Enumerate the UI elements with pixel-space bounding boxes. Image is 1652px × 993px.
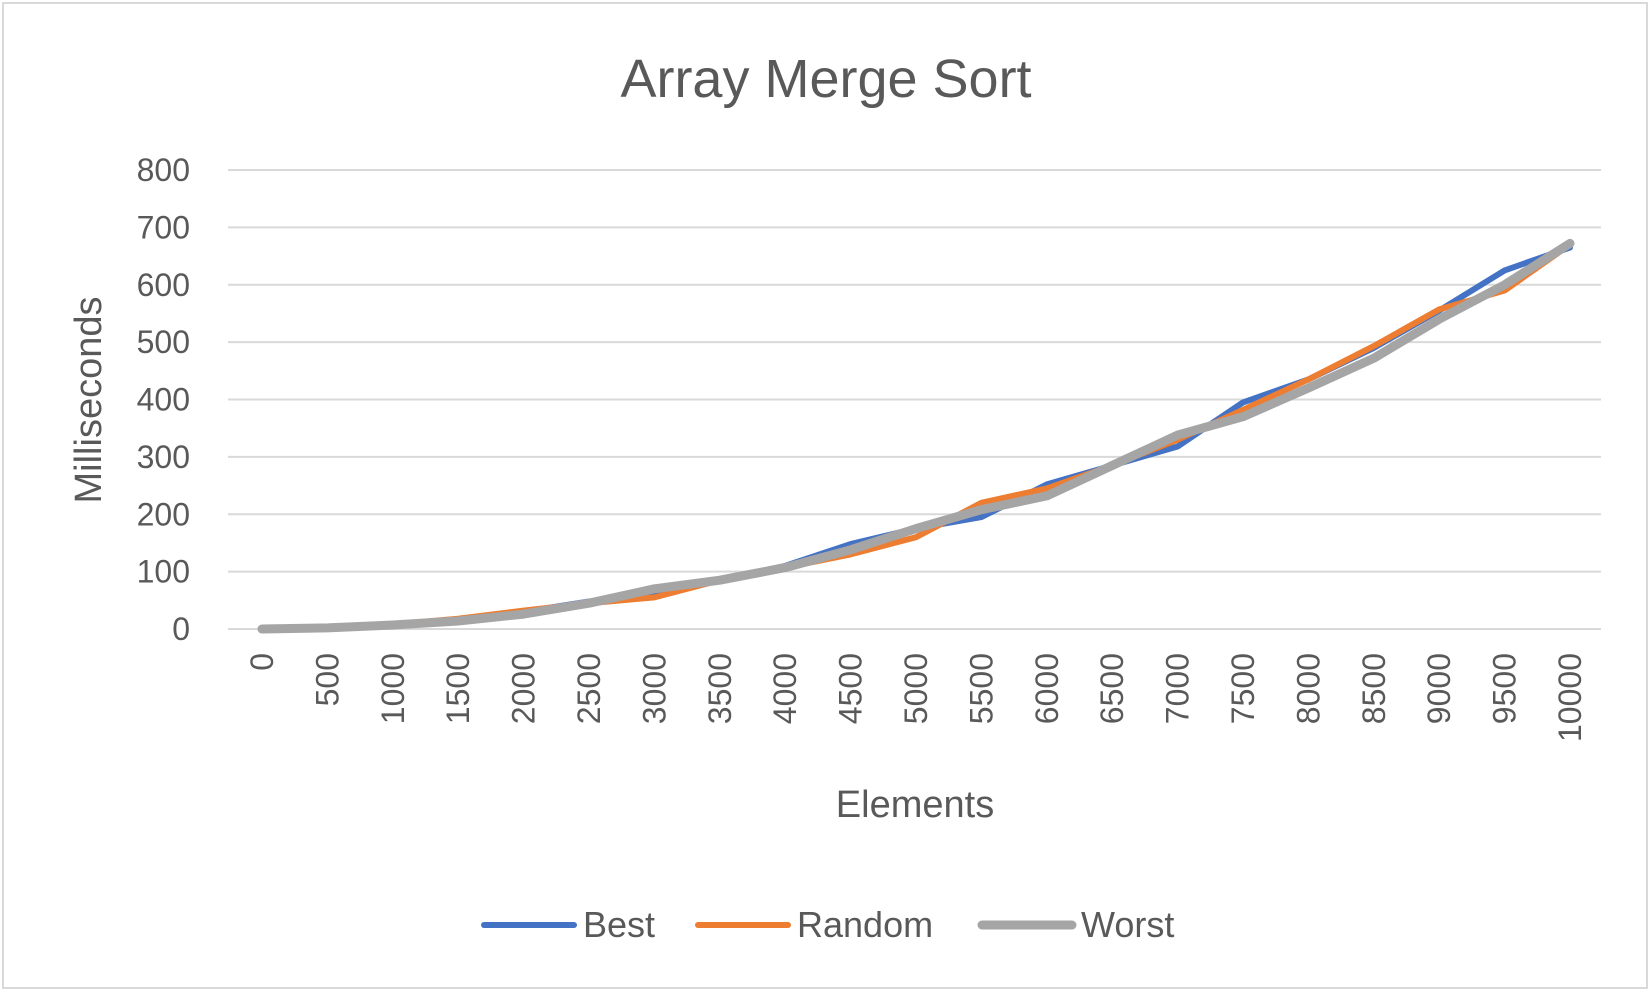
x-tick-label-2500: 2500 xyxy=(571,653,607,724)
x-axis-ticks: 0 500 1000 1500 2000 2500 3000 3500 4000 4500 5000… xyxy=(244,653,1588,742)
y-axis-title: Milliseconds xyxy=(68,297,110,504)
x-tick-label-4000: 4000 xyxy=(767,653,803,724)
y-axis-ticks: 0 100 200 300 400 500 600 700 800 xyxy=(137,152,190,647)
x-tick-label-1500: 1500 xyxy=(440,653,476,724)
legend-label-best: Best xyxy=(583,904,655,945)
x-tick-label-7000: 7000 xyxy=(1160,653,1196,724)
x-tick-label-500: 500 xyxy=(309,653,345,706)
x-tick-label-3500: 3500 xyxy=(702,653,738,724)
y-tick-label-700: 700 xyxy=(137,209,190,245)
x-tick-label-8500: 8500 xyxy=(1356,653,1392,724)
chart-title: Array Merge Sort xyxy=(620,49,1031,109)
y-tick-label-800: 800 xyxy=(137,152,190,188)
gridlines xyxy=(228,169,1601,630)
x-tick-label-7500: 7500 xyxy=(1225,653,1261,724)
x-tick-label-3000: 3000 xyxy=(636,653,672,724)
legend-label-random: Random xyxy=(797,904,933,945)
x-tick-label-5000: 5000 xyxy=(898,653,934,724)
x-tick-label-10000: 10000 xyxy=(1552,653,1588,742)
y-tick-label-400: 400 xyxy=(137,382,190,418)
y-tick-label-100: 100 xyxy=(137,554,190,590)
y-tick-label-0: 0 xyxy=(172,611,190,647)
x-tick-label-1000: 1000 xyxy=(375,653,411,724)
series-line-worst xyxy=(257,238,1575,634)
x-tick-label-0: 0 xyxy=(244,653,280,671)
data-series xyxy=(257,238,1575,634)
x-tick-label-2000: 2000 xyxy=(506,653,542,724)
x-tick-label-9500: 9500 xyxy=(1487,653,1523,724)
legend: Best Random Worst xyxy=(481,904,1174,945)
x-axis-title: Elements xyxy=(836,784,994,826)
y-tick-label-500: 500 xyxy=(137,324,190,360)
x-tick-label-5500: 5500 xyxy=(963,653,999,724)
legend-label-worst: Worst xyxy=(1081,904,1174,945)
y-tick-label-300: 300 xyxy=(137,439,190,475)
y-tick-label-200: 200 xyxy=(137,496,190,532)
x-tick-label-8000: 8000 xyxy=(1290,653,1326,724)
x-tick-label-9000: 9000 xyxy=(1421,653,1457,724)
x-tick-label-6500: 6500 xyxy=(1094,653,1130,724)
x-tick-label-6000: 6000 xyxy=(1029,653,1065,724)
y-tick-label-600: 600 xyxy=(137,267,190,303)
x-tick-label-4500: 4500 xyxy=(833,653,869,724)
